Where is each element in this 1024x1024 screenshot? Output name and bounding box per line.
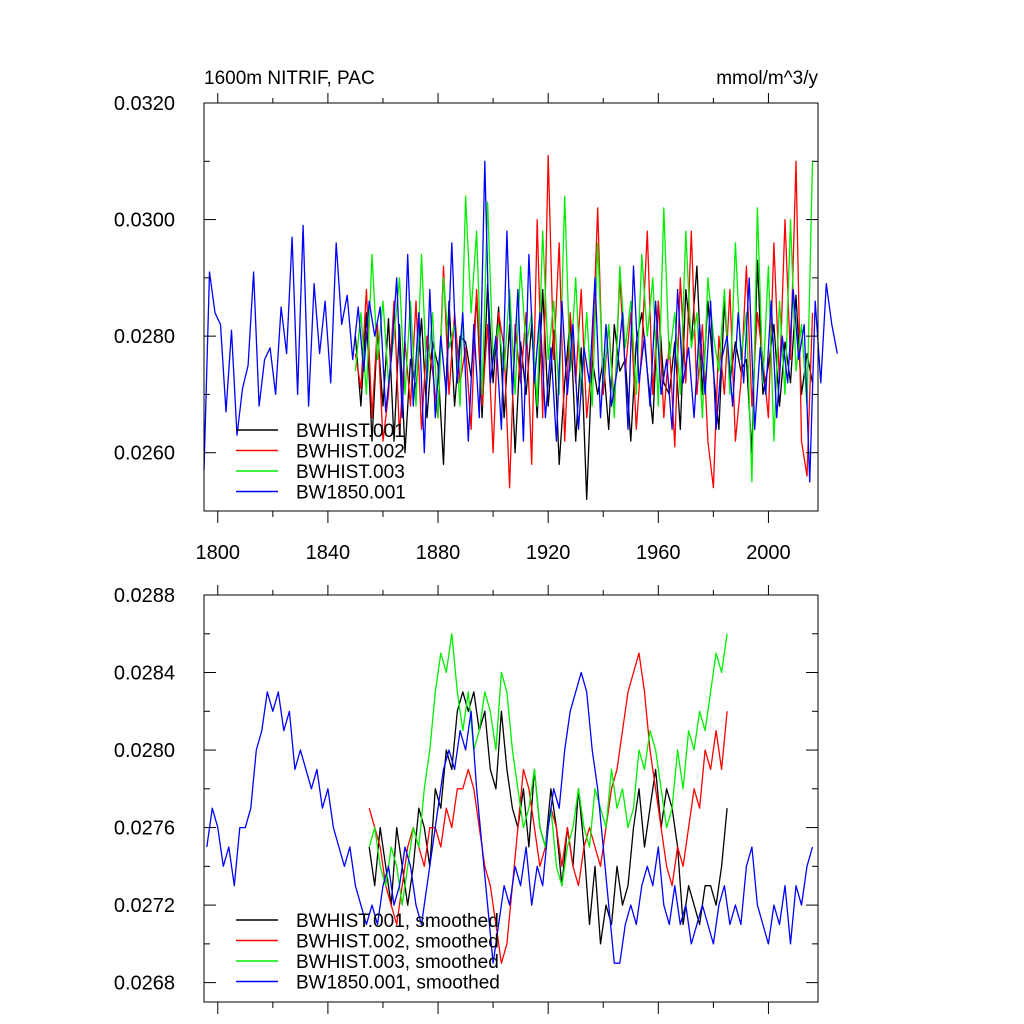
top-xtick-label: 1920 <box>526 542 571 564</box>
top-legend-label: BWHIST.003 <box>296 462 405 483</box>
top-ytick-label: 0.0300 <box>114 210 175 232</box>
top-series-line-4 <box>203 160 838 483</box>
bottom-series-line-4 <box>206 671 814 964</box>
bottom-legend-label: BWHIST.001, smoothed <box>296 911 499 932</box>
top-panel-title: 1600m NITRIF, PAC <box>204 68 375 89</box>
bottom-plot-frame <box>203 594 819 1003</box>
top-ytick-label: 0.0320 <box>114 93 175 115</box>
top-xtick-label: 1840 <box>306 542 351 564</box>
bottom-legend-label: BW1850.001, smoothed <box>296 973 500 994</box>
top-legend-label: BWHIST.002 <box>296 442 405 463</box>
bottom-ytick-label: 0.0268 <box>114 973 175 995</box>
bottom-ytick-label: 0.0284 <box>114 663 175 685</box>
bottom-series-line-1 <box>368 691 728 945</box>
top-ytick-label: 0.0280 <box>114 326 175 348</box>
bottom-ytick-label: 0.0280 <box>114 740 175 762</box>
top-xtick-label: 1800 <box>196 542 241 564</box>
bottom-ytick-label: 0.0288 <box>114 585 175 607</box>
top-panel: 1600m NITRIF, PAC mmol/m^3/y 0.0260 0.028… <box>114 68 838 564</box>
top-plot-frame <box>203 102 819 512</box>
bottom-legend-label: BWHIST.003, smoothed <box>296 952 499 973</box>
top-xtick-label: 1880 <box>416 542 461 564</box>
bottom-ytick-label: 0.0276 <box>114 818 175 840</box>
bottom-series-line-3 <box>368 633 728 906</box>
bottom-legend-label: BWHIST.002, smoothed <box>296 932 499 953</box>
top-legend-label: BWHIST.001 <box>296 421 405 442</box>
top-panel-units: mmol/m^3/y <box>716 68 818 89</box>
bottom-ytick-label: 0.0272 <box>114 895 175 917</box>
top-legend-label: BW1850.001 <box>296 483 406 504</box>
top-ytick-label: 0.0260 <box>114 443 175 465</box>
top-xtick-label: 1960 <box>636 542 681 564</box>
bottom-panel: 0.0268 0.0272 0.0276 0.0280 0.0284 0.0288 BWHI… <box>114 585 819 1014</box>
top-xtick-label: 2000 <box>746 542 791 564</box>
